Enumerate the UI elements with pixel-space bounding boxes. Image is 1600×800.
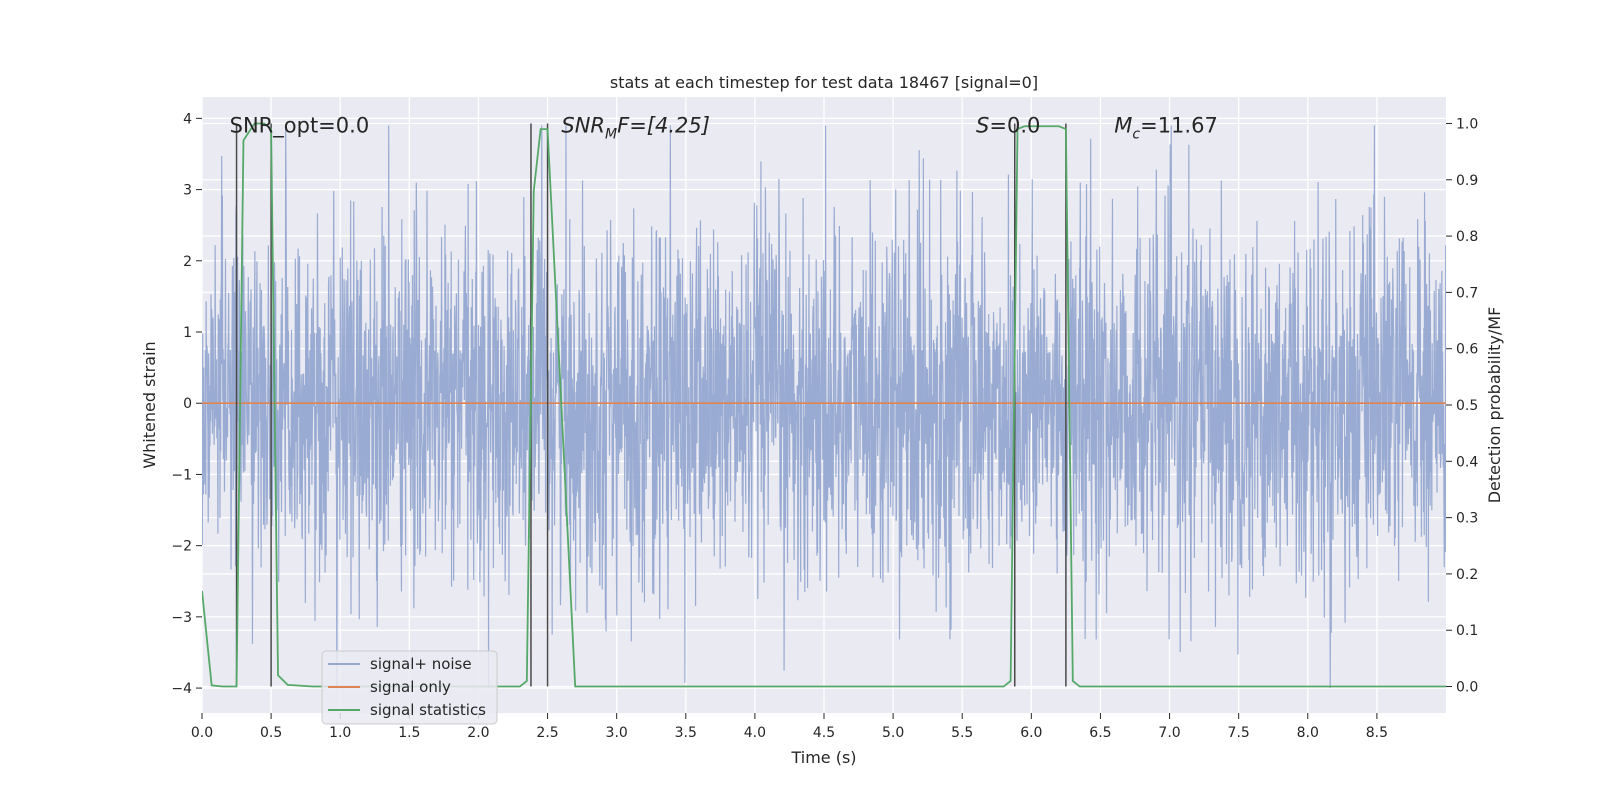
x-tick-label-6: 3.0 [606, 725, 628, 741]
plot-area [202, 122, 1446, 689]
y2-tick-label-5: 0.5 [1456, 398, 1478, 414]
annotation-mc-sub: c [1132, 126, 1140, 142]
series-signal-noise [202, 125, 1446, 689]
y2-axis-label: Detection probability/MF [1485, 307, 1504, 504]
y2-tick-label-1: 0.9 [1456, 173, 1478, 189]
annotation-mc-rest: =11.67 [1140, 113, 1218, 137]
legend-entry-signal-noise: signal+ noise [370, 655, 472, 673]
y2-tick-label-3: 0.7 [1456, 285, 1478, 301]
legend-entry-signal-only: signal only [370, 678, 451, 696]
annotation-snr-opt: SNR_opt=0.0 [230, 113, 370, 138]
y-tick-label-8: −4 [171, 681, 192, 697]
y-axis-ticks: 4 3 2 1 0 −1 −2 −3 −4 [171, 111, 202, 697]
legend: signal+ noise signal only signal statist… [321, 650, 498, 725]
x-tick-label-4: 2.0 [467, 725, 489, 741]
x-tick-label-5: 2.5 [536, 725, 558, 741]
annotation-mc: Mc=11.67 [1114, 113, 1218, 142]
x-tick-label-8: 4.0 [744, 725, 766, 741]
legend-box [321, 650, 498, 725]
annotation-snr-mf-rest: F=[4.25] [617, 113, 710, 137]
annotation-s: S=0.0 [976, 113, 1040, 137]
chart-title: stats at each timestep for test data 184… [610, 73, 1038, 92]
y2-tick-label-0: 1.0 [1456, 116, 1478, 132]
x-tick-label-12: 6.0 [1020, 725, 1042, 741]
annotation-snr-mf-main: SNR [561, 113, 605, 137]
y2-tick-label-6: 0.4 [1456, 454, 1478, 470]
series-signal-statistics [202, 122, 1446, 688]
annotation-s-rest: =0.0 [989, 113, 1040, 137]
x-tick-label-1: 0.5 [260, 725, 282, 741]
annotation-mc-main: M [1114, 113, 1132, 137]
y2-axis-ticks: 1.0 0.9 0.8 0.7 0.6 0.5 0.4 0.3 0.2 0.1 0.0 [1446, 116, 1478, 696]
y-tick-label-1: 3 [183, 183, 192, 199]
x-tick-label-14: 7.0 [1158, 725, 1180, 741]
x-tick-label-2: 1.0 [329, 725, 351, 741]
x-tick-label-9: 4.5 [813, 725, 835, 741]
x-tick-label-15: 7.5 [1228, 725, 1250, 741]
y-tick-label-7: −3 [171, 610, 192, 626]
x-tick-label-7: 3.5 [675, 725, 697, 741]
annotation-snr-mf: SNRMF=[4.25] [561, 113, 710, 142]
y2-tick-label-8: 0.2 [1456, 567, 1478, 583]
y2-tick-label-4: 0.6 [1456, 342, 1478, 358]
annotation-snr-mf-sub: M [605, 126, 617, 142]
x-axis-ticks: 0.0 0.5 1.0 1.5 2.0 2.5 3.0 3.5 4.0 4.5 5.0 5.5 6.0 6… [191, 713, 1388, 741]
x-tick-label-16: 8.0 [1297, 725, 1319, 741]
y2-tick-label-2: 0.8 [1456, 229, 1478, 245]
y2-tick-label-7: 0.3 [1456, 511, 1478, 527]
signal-statistics-line [202, 122, 1446, 688]
y-tick-label-6: −2 [171, 539, 192, 555]
y-tick-label-0: 4 [183, 111, 192, 127]
y-tick-label-2: 2 [183, 254, 192, 270]
x-tick-label-17: 8.5 [1366, 725, 1388, 741]
x-tick-label-0: 0.0 [191, 725, 213, 741]
annotation-s-main: S [976, 113, 989, 137]
x-tick-label-11: 5.5 [951, 725, 973, 741]
x-axis-label: Time (s) [790, 748, 856, 767]
y-tick-label-4: 0 [183, 396, 192, 412]
x-tick-label-13: 6.5 [1089, 725, 1111, 741]
x-tick-label-10: 5.0 [882, 725, 904, 741]
y-axis-label: Whitened strain [140, 341, 159, 468]
y-tick-label-3: 1 [183, 325, 192, 341]
y-tick-label-5: −1 [171, 467, 192, 483]
x-tick-label-3: 1.5 [398, 725, 420, 741]
y2-tick-label-10: 0.0 [1456, 680, 1478, 696]
y2-tick-label-9: 0.1 [1456, 623, 1478, 639]
noise-trace [202, 125, 1446, 689]
legend-entry-signal-statistics: signal statistics [370, 701, 486, 719]
